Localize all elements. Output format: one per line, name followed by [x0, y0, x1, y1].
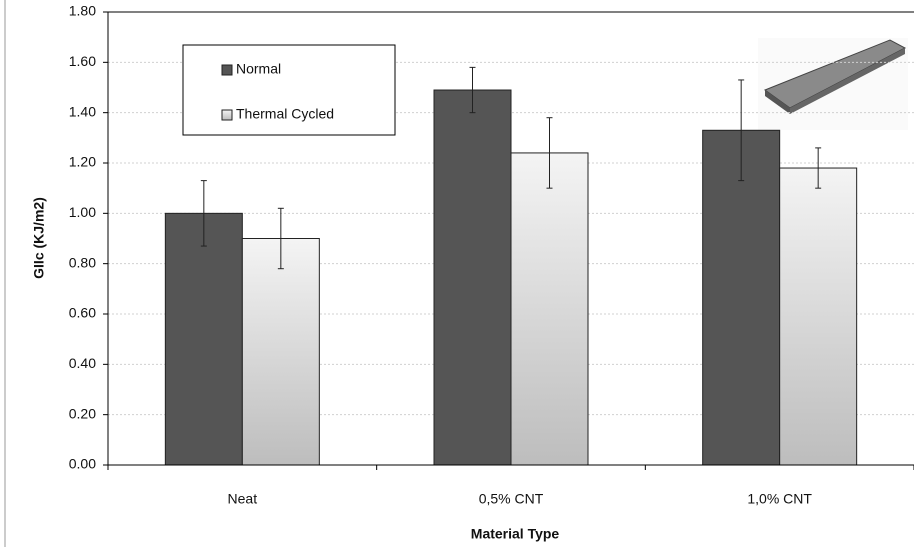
bar: [780, 168, 857, 465]
y-tick-label: 0.20: [69, 405, 96, 421]
y-tick-label: 0.40: [69, 355, 96, 371]
bar: [165, 213, 242, 465]
x-tick-label: 1,0% CNT: [747, 491, 812, 507]
bar: [511, 153, 588, 465]
legend-swatch: [222, 110, 232, 120]
y-tick-label: 1.60: [69, 53, 96, 69]
legend-label: Thermal Cycled: [236, 106, 334, 122]
y-tick-label: 1.00: [69, 204, 96, 220]
x-axis-title: Material Type: [471, 526, 560, 542]
legend-swatch: [222, 65, 232, 75]
bar: [242, 239, 319, 466]
y-tick-label: 1.40: [69, 103, 96, 119]
y-tick-label: 1.80: [69, 3, 96, 19]
y-tick-label: 1.20: [69, 154, 96, 170]
bar: [434, 90, 511, 465]
inset-image: [758, 38, 908, 130]
legend-label: Normal: [236, 61, 281, 77]
chart: GIIc (KJ/m2) Material Type 0.00 0.20 0.40 0…: [0, 0, 914, 547]
y-tick-label: 0.00: [69, 456, 96, 472]
x-tick-label: Neat: [228, 491, 258, 507]
y-axis-title: GIIc (KJ/m2): [31, 197, 47, 279]
y-tick-label: 0.80: [69, 254, 96, 270]
y-tick-label: 0.60: [69, 305, 96, 321]
x-tick-label: 0,5% CNT: [479, 491, 544, 507]
